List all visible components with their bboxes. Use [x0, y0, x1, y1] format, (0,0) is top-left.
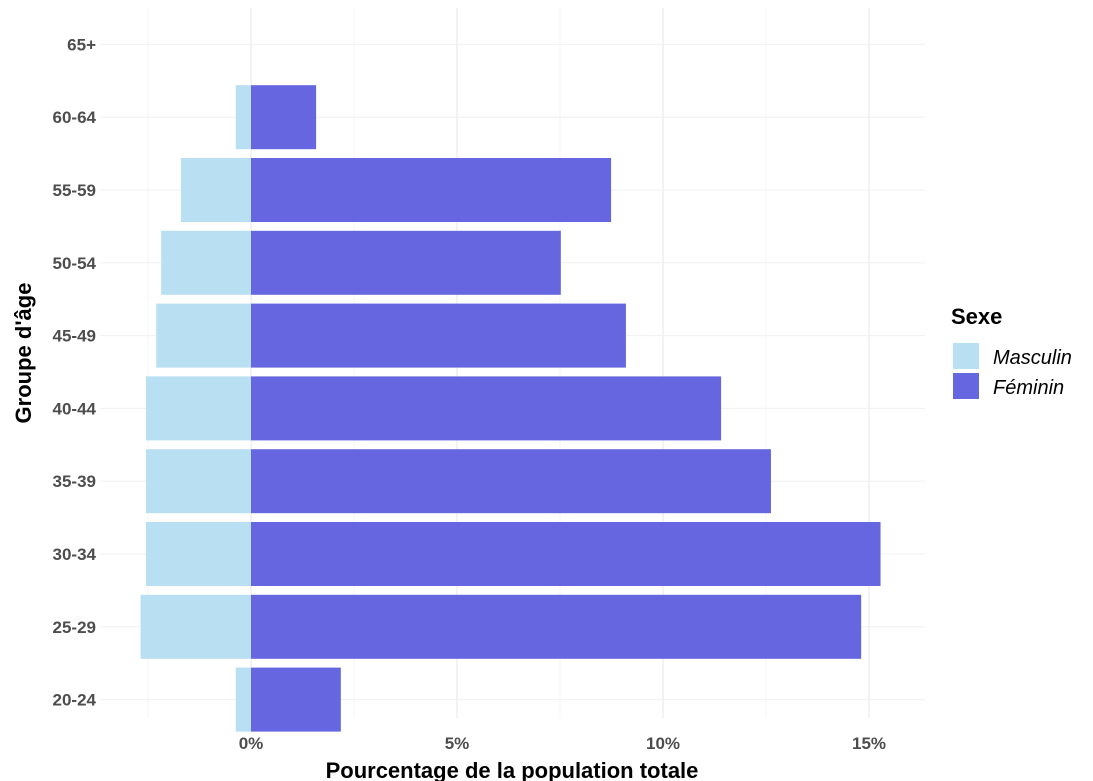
bar-feminin-25-29 [251, 594, 862, 659]
y-tick-label: 60-64 [53, 108, 97, 127]
y-tick-label: 45-49 [53, 327, 96, 346]
legend-swatch-masculin [953, 343, 979, 369]
legend-label-feminin: Féminin [993, 377, 1064, 399]
bar-feminin-20-24 [251, 667, 341, 732]
bars [140, 85, 881, 732]
bar-masculin-35-39 [145, 449, 251, 514]
x-tick-labels: 0% 5% 10% 15% [239, 734, 886, 753]
y-tick-label: 40-44 [53, 399, 97, 418]
x-axis-title: Pourcentage de la population totale [326, 758, 699, 781]
y-tick-label: 35-39 [53, 472, 96, 491]
bar-masculin-55-59 [180, 158, 251, 222]
x-tick-label: 10% [646, 734, 680, 753]
bar-feminin-40-44 [251, 376, 722, 441]
bar-masculin-20-24 [235, 667, 251, 732]
y-tick-label: 55-59 [53, 181, 96, 200]
x-tick-label: 15% [852, 734, 886, 753]
bar-feminin-60-64 [251, 85, 317, 150]
bar-masculin-40-44 [145, 376, 251, 441]
y-tick-label: 30-34 [53, 545, 97, 564]
bar-masculin-60-64 [235, 85, 251, 150]
legend-title: Sexe [951, 304, 1002, 329]
legend: Sexe Masculin Féminin [951, 304, 1072, 399]
legend-swatch-feminin [953, 373, 979, 399]
legend-label-masculin: Masculin [993, 347, 1072, 369]
y-tick-labels: 20-24 25-29 30-34 35-39 40-44 45-49 50-54 55-59… [53, 35, 97, 709]
x-tick-label: 0% [239, 734, 264, 753]
y-axis-title: Groupe d'âge [11, 283, 36, 424]
y-tick-label: 50-54 [53, 254, 97, 273]
bar-masculin-50-54 [161, 230, 251, 295]
bar-feminin-35-39 [251, 449, 771, 514]
x-tick-label: 5% [445, 734, 470, 753]
bar-feminin-45-49 [251, 303, 626, 368]
bar-feminin-50-54 [251, 230, 561, 295]
y-tick-label: 25-29 [53, 618, 96, 637]
bar-masculin-45-49 [156, 303, 251, 368]
bar-feminin-30-34 [251, 522, 881, 586]
bar-feminin-55-59 [251, 158, 612, 222]
bar-masculin-25-29 [140, 594, 251, 659]
y-tick-label: 65+ [67, 35, 96, 54]
y-tick-label: 20-24 [53, 691, 97, 710]
bar-masculin-30-34 [145, 522, 251, 586]
